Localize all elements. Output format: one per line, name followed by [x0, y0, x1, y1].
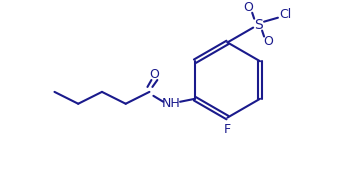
Text: F: F: [224, 123, 231, 136]
Text: O: O: [243, 1, 253, 14]
Text: O: O: [263, 35, 273, 48]
Text: Cl: Cl: [280, 8, 292, 21]
Text: S: S: [254, 18, 262, 32]
Text: O: O: [149, 68, 159, 81]
Text: NH: NH: [162, 97, 181, 110]
